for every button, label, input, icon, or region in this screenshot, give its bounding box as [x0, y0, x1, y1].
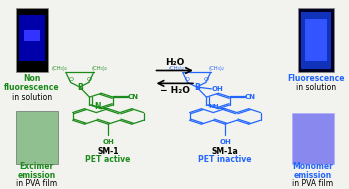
Text: PET inactive: PET inactive: [198, 156, 252, 164]
Bar: [298, 8, 334, 72]
Text: SM-1: SM-1: [97, 147, 119, 156]
Text: CN: CN: [128, 94, 139, 100]
Text: N: N: [94, 102, 100, 111]
Bar: [15, 8, 48, 72]
Text: (CH₃)₂: (CH₃)₂: [169, 66, 185, 71]
Text: Fluorescence: Fluorescence: [287, 74, 345, 83]
Text: O: O: [203, 77, 208, 81]
Text: in PVA film: in PVA film: [292, 179, 333, 188]
Text: − H₂O: − H₂O: [160, 86, 190, 95]
Text: emission: emission: [294, 171, 332, 180]
Text: in solution: in solution: [296, 84, 336, 92]
Bar: [19, 15, 45, 61]
Text: in PVA film: in PVA film: [16, 179, 57, 188]
Text: OH: OH: [102, 139, 114, 145]
Text: H₂O: H₂O: [165, 58, 184, 67]
Text: SM-1a: SM-1a: [212, 147, 238, 156]
Text: O: O: [185, 77, 190, 81]
Text: (CH₃)₂: (CH₃)₂: [209, 66, 224, 71]
Text: O: O: [68, 77, 73, 81]
Text: OH: OH: [219, 139, 231, 145]
Text: fluorescence: fluorescence: [4, 84, 60, 92]
Text: OH: OH: [211, 86, 223, 92]
Bar: [24, 30, 40, 41]
Text: NH: NH: [209, 104, 219, 109]
Text: Monomer: Monomer: [292, 162, 333, 171]
Bar: [292, 113, 334, 164]
Text: PET active: PET active: [86, 156, 131, 164]
Text: Non: Non: [23, 74, 40, 83]
Text: in solution: in solution: [12, 93, 52, 102]
Text: (CH₃)₂: (CH₃)₂: [52, 66, 68, 71]
Text: (CH₃)₂: (CH₃)₂: [91, 66, 107, 71]
Text: B: B: [77, 83, 83, 91]
Text: B: B: [194, 83, 200, 91]
Text: O: O: [86, 77, 91, 81]
Text: CN: CN: [245, 94, 256, 100]
Bar: [302, 12, 331, 69]
Text: emission: emission: [17, 171, 56, 180]
Bar: [305, 19, 327, 61]
Text: Excimer: Excimer: [20, 162, 54, 171]
Bar: [15, 111, 58, 164]
